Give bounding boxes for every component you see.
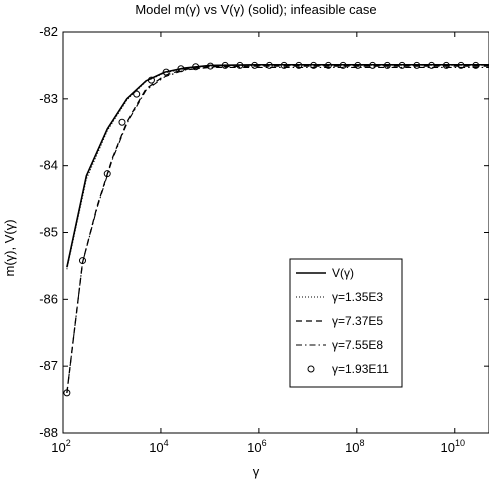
data-point-marker bbox=[177, 65, 185, 73]
data-point-marker bbox=[354, 61, 362, 69]
x-axis-label: γ bbox=[253, 464, 260, 479]
data-point-marker bbox=[413, 61, 421, 69]
data-point-marker bbox=[457, 61, 465, 69]
data-point-marker bbox=[118, 118, 126, 126]
y-axis: -82 -83 -84 -85 -86 -87 -88 bbox=[39, 24, 489, 440]
x-tick-label: 108 bbox=[345, 438, 364, 455]
series-line bbox=[66, 66, 489, 393]
legend-label: γ=1.93E11 bbox=[332, 362, 389, 376]
y-tick-label: -86 bbox=[39, 291, 58, 306]
data-point-marker bbox=[428, 61, 436, 69]
chart-title: Model m(γ) vs V(γ) (solid); infeasible c… bbox=[135, 2, 376, 17]
y-tick-label: -82 bbox=[39, 24, 58, 39]
x-tick-label: 104 bbox=[149, 438, 168, 455]
y-tick-label: -83 bbox=[39, 91, 58, 106]
data-point-marker bbox=[383, 61, 391, 69]
series-layer bbox=[63, 61, 489, 397]
data-point-marker bbox=[398, 61, 406, 69]
series-line bbox=[66, 63, 489, 268]
legend-label: γ=1.35E3 bbox=[332, 290, 383, 304]
data-point-marker bbox=[472, 61, 480, 69]
data-point-marker bbox=[442, 61, 450, 69]
data-point-marker bbox=[206, 62, 214, 70]
data-point-marker bbox=[78, 257, 86, 265]
x-tick-label-exponent: 8 bbox=[360, 438, 365, 448]
data-point-marker bbox=[339, 61, 347, 69]
data-point-marker bbox=[310, 61, 318, 69]
legend-label: γ=7.55E8 bbox=[332, 338, 383, 352]
x-tick-label-exponent: 2 bbox=[66, 438, 71, 448]
data-point-marker bbox=[221, 61, 229, 69]
data-point-marker bbox=[236, 61, 244, 69]
legend-label: γ=7.37E5 bbox=[332, 314, 383, 328]
x-tick-label-base: 10 bbox=[345, 440, 359, 455]
series-5 bbox=[63, 61, 480, 397]
x-tick-label-base: 10 bbox=[51, 440, 65, 455]
data-point-marker bbox=[147, 76, 155, 84]
series-line bbox=[66, 65, 489, 393]
x-tick-label: 102 bbox=[51, 438, 70, 455]
x-tick-label-exponent: 6 bbox=[262, 438, 267, 448]
data-point-marker bbox=[324, 61, 332, 69]
y-axis-label: m(γ), V(γ) bbox=[2, 219, 17, 276]
data-point-marker bbox=[369, 61, 377, 69]
x-tick-label-base: 10 bbox=[441, 440, 455, 455]
x-axis: 102 104 106 108 1010 bbox=[51, 32, 465, 455]
x-tick-label-exponent: 4 bbox=[164, 438, 169, 448]
data-point-marker bbox=[295, 61, 303, 69]
x-tick-label-base: 10 bbox=[149, 440, 163, 455]
data-point-marker bbox=[251, 61, 259, 69]
y-tick-label: -84 bbox=[39, 158, 58, 173]
data-point-marker bbox=[192, 63, 200, 71]
series-3 bbox=[66, 65, 489, 393]
legend-marker bbox=[307, 365, 315, 373]
x-tick-label: 106 bbox=[247, 438, 266, 455]
y-tick-label: -85 bbox=[39, 225, 58, 240]
data-point-marker bbox=[103, 170, 111, 178]
series-4 bbox=[66, 66, 489, 393]
x-tick-label-base: 10 bbox=[247, 440, 261, 455]
data-point-marker bbox=[133, 90, 141, 98]
y-tick-label: -87 bbox=[39, 358, 58, 373]
data-point-marker bbox=[280, 61, 288, 69]
legend-box bbox=[289, 258, 403, 388]
legend-label: V(γ) bbox=[332, 266, 354, 280]
plot-area bbox=[62, 31, 489, 434]
series-1 bbox=[66, 63, 489, 268]
x-tick-label-exponent: 10 bbox=[455, 438, 465, 448]
legend: V(γ) γ=1.35E3 γ=7.37E5 γ=7.55E8 γ=1.93E11 bbox=[289, 258, 403, 388]
y-tick-label: -88 bbox=[39, 425, 58, 440]
data-point-marker bbox=[162, 68, 170, 76]
data-point-marker bbox=[63, 389, 71, 397]
data-point-marker bbox=[265, 61, 273, 69]
x-tick-label: 1010 bbox=[441, 438, 465, 455]
